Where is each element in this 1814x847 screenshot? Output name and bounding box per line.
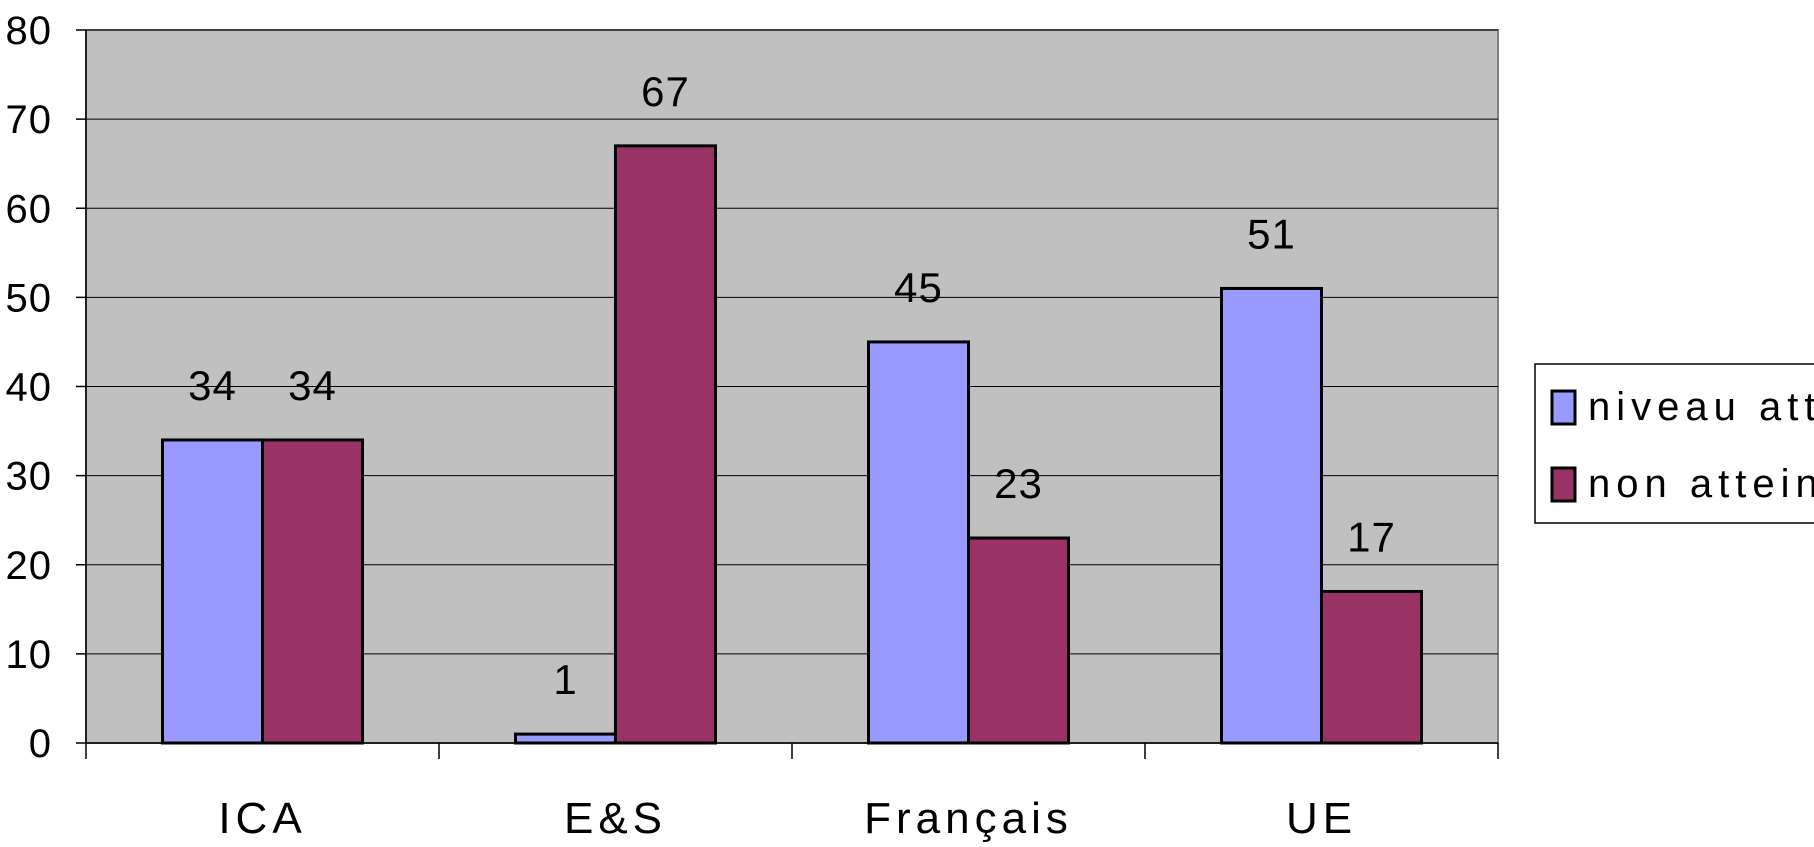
y-tick-label: 80 [6, 9, 53, 53]
data-label: 1 [553, 656, 577, 703]
y-tick-label: 60 [6, 187, 53, 231]
legend: niveau attein non atteint [1534, 363, 1814, 524]
data-label: 34 [288, 362, 337, 409]
y-tick-label: 50 [6, 276, 53, 320]
data-labels: 34 34 1 67 45 23 51 17 [188, 68, 1396, 703]
y-tick-label: 70 [6, 98, 53, 142]
bar-UE-niveau attein [1220, 286, 1323, 745]
data-label: 17 [1347, 513, 1396, 560]
y-tick-label: 0 [29, 722, 52, 766]
data-label: 51 [1247, 210, 1296, 257]
legend-swatch-non-atteint [1550, 466, 1577, 503]
y-tick-label: 30 [6, 455, 53, 499]
y-tick-label: 40 [6, 366, 53, 410]
y-tick-label: 20 [6, 544, 53, 588]
x-category-label: Français [864, 794, 1073, 843]
data-label: 45 [894, 264, 943, 311]
x-axis-category-labels: ICA E&S Français UE [218, 794, 1357, 843]
data-label: 23 [994, 460, 1043, 507]
x-category-label: ICA [218, 794, 306, 843]
legend-label-niveau-attein: niveau attein [1588, 385, 1814, 429]
x-category-label: UE [1286, 794, 1357, 843]
y-tick-label: 10 [6, 633, 53, 677]
bar-E&S-niveau attein [514, 732, 617, 745]
legend-label-non-atteint: non atteint [1588, 462, 1814, 506]
x-category-label: E&S [564, 794, 667, 843]
data-label: 67 [641, 68, 690, 115]
legend-swatch-niveau-attein [1550, 389, 1577, 426]
bar-UE-non atteint [1320, 589, 1423, 745]
y-axis-tick-labels: 0 10 20 30 40 50 60 70 80 [6, 9, 53, 766]
legend-box [1534, 363, 1814, 524]
data-label: 34 [188, 362, 237, 409]
axes [76, 29, 1499, 759]
bar-ICA-niveau attein [161, 438, 264, 745]
bar-Français-niveau attein [867, 340, 970, 745]
bar-Français-non atteint [967, 536, 1070, 745]
bar-ICA-non atteint [261, 438, 364, 745]
bars [161, 144, 1423, 745]
bar-E&S-non atteint [614, 144, 717, 745]
